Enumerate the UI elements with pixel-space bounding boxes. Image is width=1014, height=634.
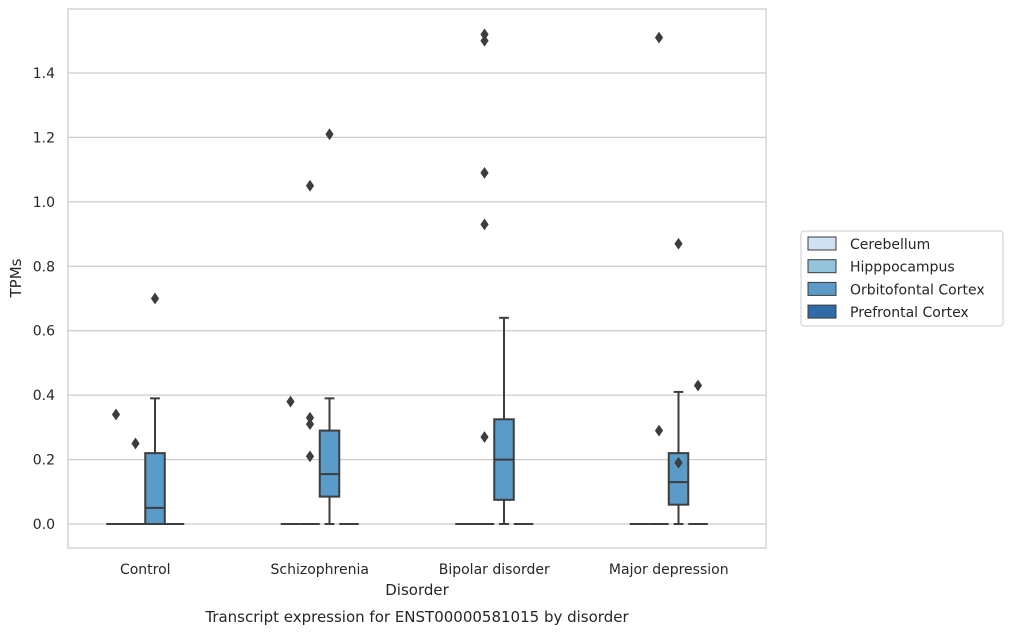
y-tick-label: 1.0 <box>33 195 55 211</box>
box-prefrontal-cortex <box>688 379 708 525</box>
y-tick-label: 1.2 <box>33 130 55 146</box>
box-iqr <box>318 429 341 498</box>
x-tick-label: Schizophrenia <box>271 562 369 578</box>
outlier-point <box>305 450 315 463</box>
legend-label: Orbitofontal Cortex <box>850 282 985 298</box>
legend-swatch <box>807 304 837 319</box>
legend-swatch <box>807 281 837 296</box>
outlier-point <box>674 456 683 469</box>
chart-caption: Transcript expression for ENST0000058101… <box>204 608 629 626</box>
y-tick-label: 0.0 <box>33 517 55 533</box>
outlier-point <box>325 128 334 141</box>
y-tick-label: 0.6 <box>33 324 55 340</box>
outlier-point <box>480 218 489 231</box>
x-tick-label: Control <box>120 562 171 578</box>
outlier-point <box>150 292 160 305</box>
legend-swatch <box>807 236 837 251</box>
box-cerebellum <box>280 395 301 525</box>
x-tick-label: Bipolar disorder <box>439 562 550 578</box>
box-orbitofontal-cortex <box>144 292 166 525</box>
box-hipppocampus <box>300 179 320 525</box>
y-tick-label: 0.4 <box>33 388 55 404</box>
box-hipppocampus <box>649 31 669 525</box>
box-series <box>106 28 708 525</box>
y-axis-title: TPMs <box>7 258 25 298</box>
x-tick-labels: Control Schizophrenia Bipolar disorder Majo… <box>120 562 729 578</box>
legend-swatch <box>807 259 837 274</box>
box-orbitofontal-cortex <box>667 237 690 525</box>
outlier-point <box>654 424 664 437</box>
y-tick-label: 1.4 <box>33 66 55 82</box>
outlier-point <box>480 34 489 47</box>
outlier-point <box>480 28 489 41</box>
grid-lines <box>68 72 766 525</box>
box-iqr <box>144 452 166 525</box>
outlier-point <box>131 437 140 450</box>
box-orbitofontal-cortex <box>493 316 515 525</box>
legend-label: Prefrontal Cortex <box>850 305 969 321</box>
outlier-point <box>480 431 489 443</box>
outlier-point <box>111 408 121 421</box>
legend-label: Hipppocampus <box>850 260 955 276</box>
legend-frame <box>800 230 1004 327</box>
outlier-point <box>305 179 315 192</box>
outlier-point <box>305 411 315 424</box>
box-hipppocampus <box>125 437 146 525</box>
outlier-point <box>286 395 295 408</box>
outlier-point <box>480 166 489 179</box>
box-cerebellum <box>106 408 126 525</box>
y-tick-label: 0.2 <box>33 453 55 469</box>
box-hipppocampus <box>474 28 495 525</box>
outlier-point <box>654 31 664 44</box>
y-tick-labels: 0.0 0.2 0.4 0.6 0.8 1.0 1.2 1.4 <box>33 66 55 533</box>
y-tick-label: 0.8 <box>33 259 55 275</box>
legend: Cerebellum Hipppocampus Orbitofontal Corte… <box>800 230 1004 327</box>
outlier-point <box>305 418 315 431</box>
x-axis-title: Disorder <box>385 581 449 599</box>
plot-frame <box>67 8 767 549</box>
outlier-point <box>674 237 683 250</box>
legend-label: Cerebellum <box>850 237 930 253</box>
x-tick-label: Major depression <box>609 562 729 578</box>
box-iqr <box>667 452 690 506</box>
outlier-point <box>693 379 703 392</box>
box-orbitofontal-cortex <box>318 128 341 525</box>
